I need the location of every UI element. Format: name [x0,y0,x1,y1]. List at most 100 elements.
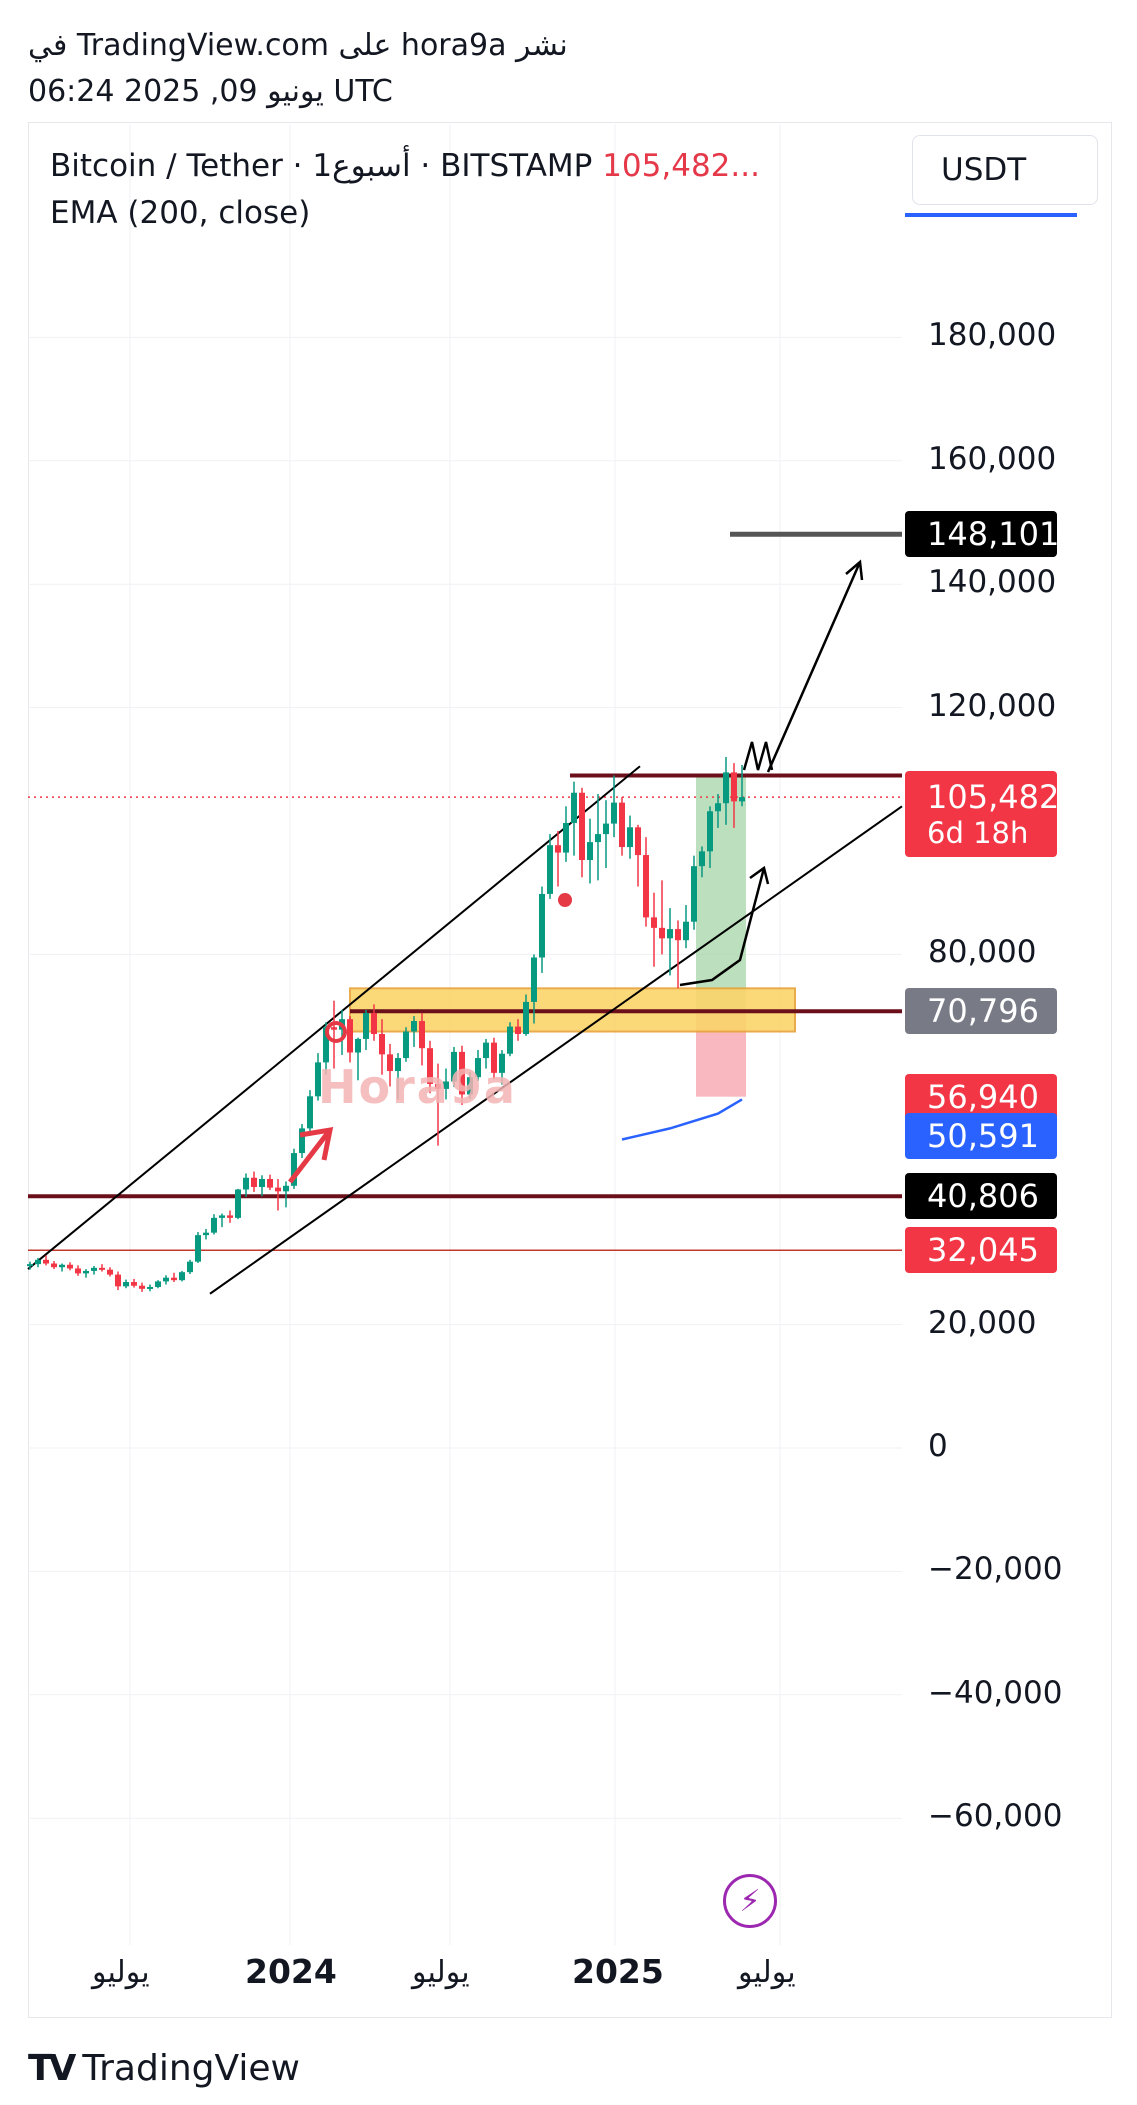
x-year-label: 2024 [245,1952,337,1991]
candle-body-71 [595,834,601,843]
candle-body-79 [659,927,665,939]
candle-body-17 [163,1277,169,1282]
profit-zone [696,775,746,1012]
y-tick-label: −20,000 [928,1551,1063,1588]
candle-body-6 [75,1268,81,1274]
bar-countdown: 6d 18h [927,816,1029,851]
price-tag: 50,591 [905,1112,1057,1159]
candle-body-56 [475,1058,481,1078]
candle-body-38 [331,1027,337,1030]
candle-body-2 [43,1259,49,1264]
candle-body-85 [707,811,713,852]
candle-body-19 [179,1272,185,1281]
candle-body-0 [27,1264,33,1267]
price-tag-value: 56,940 [927,1077,1039,1116]
y-tick-label: 0 [928,1428,948,1464]
candle-body-12 [123,1282,129,1287]
price-tag: 40,806 [905,1173,1057,1220]
lightning-bolt-icon[interactable]: ⚡ [723,1874,777,1928]
currency-button[interactable]: USDT [912,135,1098,205]
candle-body-7 [83,1270,89,1274]
candle-body-59 [499,1053,505,1073]
x-month-label: يوليو [738,1955,796,1990]
chart-frame[interactable] [28,122,1112,2018]
price-tag-value: 50,591 [927,1116,1039,1155]
candle-body-45 [387,1054,393,1072]
candle-body-57 [483,1042,489,1059]
candle-body-29 [259,1178,265,1188]
candle-body-37 [323,1027,329,1063]
tradingview-logo-icon: TV [28,2048,76,2089]
candle-body-4 [59,1264,65,1268]
candle-body-18 [171,1277,177,1281]
symbol-legend[interactable]: Bitcoin / Tether · 1أسبوع · BITSTAMP 105… [50,148,760,184]
candle-body-25 [227,1215,233,1218]
candle-body-21 [195,1235,201,1262]
candle-body-87 [723,772,729,804]
candle-body-46 [395,1058,401,1072]
candle-body-13 [131,1282,137,1286]
candle-body-81 [675,929,681,941]
candle-body-5 [67,1264,73,1269]
candle-body-41 [355,1038,361,1053]
candle-body-8 [91,1267,97,1271]
x-year-label: 2025 [572,1952,664,1991]
candle-body-51 [435,1083,441,1089]
candle-body-16 [155,1281,161,1287]
indicator-legend[interactable]: EMA (200, close) [50,195,311,231]
red-arrow-head [299,1126,334,1161]
candle-body-61 [515,1026,521,1034]
y-tick-label: 120,000 [928,687,1057,724]
candle-body-34 [299,1128,305,1154]
candle-body-26 [235,1189,241,1218]
candle-body-86 [715,803,721,812]
candle-body-36 [315,1062,321,1097]
candle-body-22 [203,1232,209,1236]
y-tick-label: 80,000 [928,934,1037,971]
publish-date: 06:24 2025 ,09 يونيو UTC [28,74,393,109]
candle-body-68 [571,792,577,823]
candle-body-11 [115,1274,121,1287]
price-tag-value: 32,045 [927,1231,1039,1270]
candle-body-80 [667,929,673,939]
candle-body-20 [187,1261,193,1273]
candle-body-84 [699,851,705,867]
currency-underline [905,213,1077,217]
candle-body-89 [739,797,745,802]
price-tag-value: 40,806 [927,1177,1039,1216]
y-tick-label: 180,000 [928,317,1057,354]
candle-body-62 [523,1001,529,1034]
candle-body-54 [459,1051,465,1095]
candle-body-77 [643,855,649,918]
candle-body-28 [251,1177,257,1188]
candle-body-64 [539,893,545,958]
y-tick-label: 160,000 [928,440,1057,477]
y-tick-label: −40,000 [928,1674,1063,1711]
candle-body-30 [267,1178,273,1188]
price-tag: 32,045 [905,1227,1057,1274]
channel-lower [209,805,903,1295]
candle-body-40 [347,1019,353,1053]
symbol-title[interactable]: Bitcoin / Tether · 1أسبوع · BITSTAMP [50,148,593,184]
candle-body-42 [363,1013,369,1039]
price-tag-value: 70,796 [927,992,1039,1031]
candle-body-67 [563,822,569,853]
y-tick-label: −60,000 [928,1798,1063,1835]
candle-body-88 [731,772,737,802]
candle-body-24 [219,1215,225,1218]
candle-body-74 [619,802,625,848]
candle-body-82 [683,921,689,941]
candle-body-70 [587,842,593,860]
ema-200-line [621,1098,743,1141]
last-price: 105,482... [602,148,760,184]
y-tick-label: 140,000 [928,564,1057,601]
footer-brand[interactable]: TV TradingView [28,2048,300,2089]
candle-body-53 [451,1051,457,1082]
candle-body-23 [211,1217,217,1233]
candle-body-32 [283,1185,289,1192]
publish-info: في TradingView.com على hora9a نشر [28,28,568,63]
candle-body-47 [403,1031,409,1059]
candle-body-78 [651,917,657,928]
candle-body-31 [275,1187,281,1192]
